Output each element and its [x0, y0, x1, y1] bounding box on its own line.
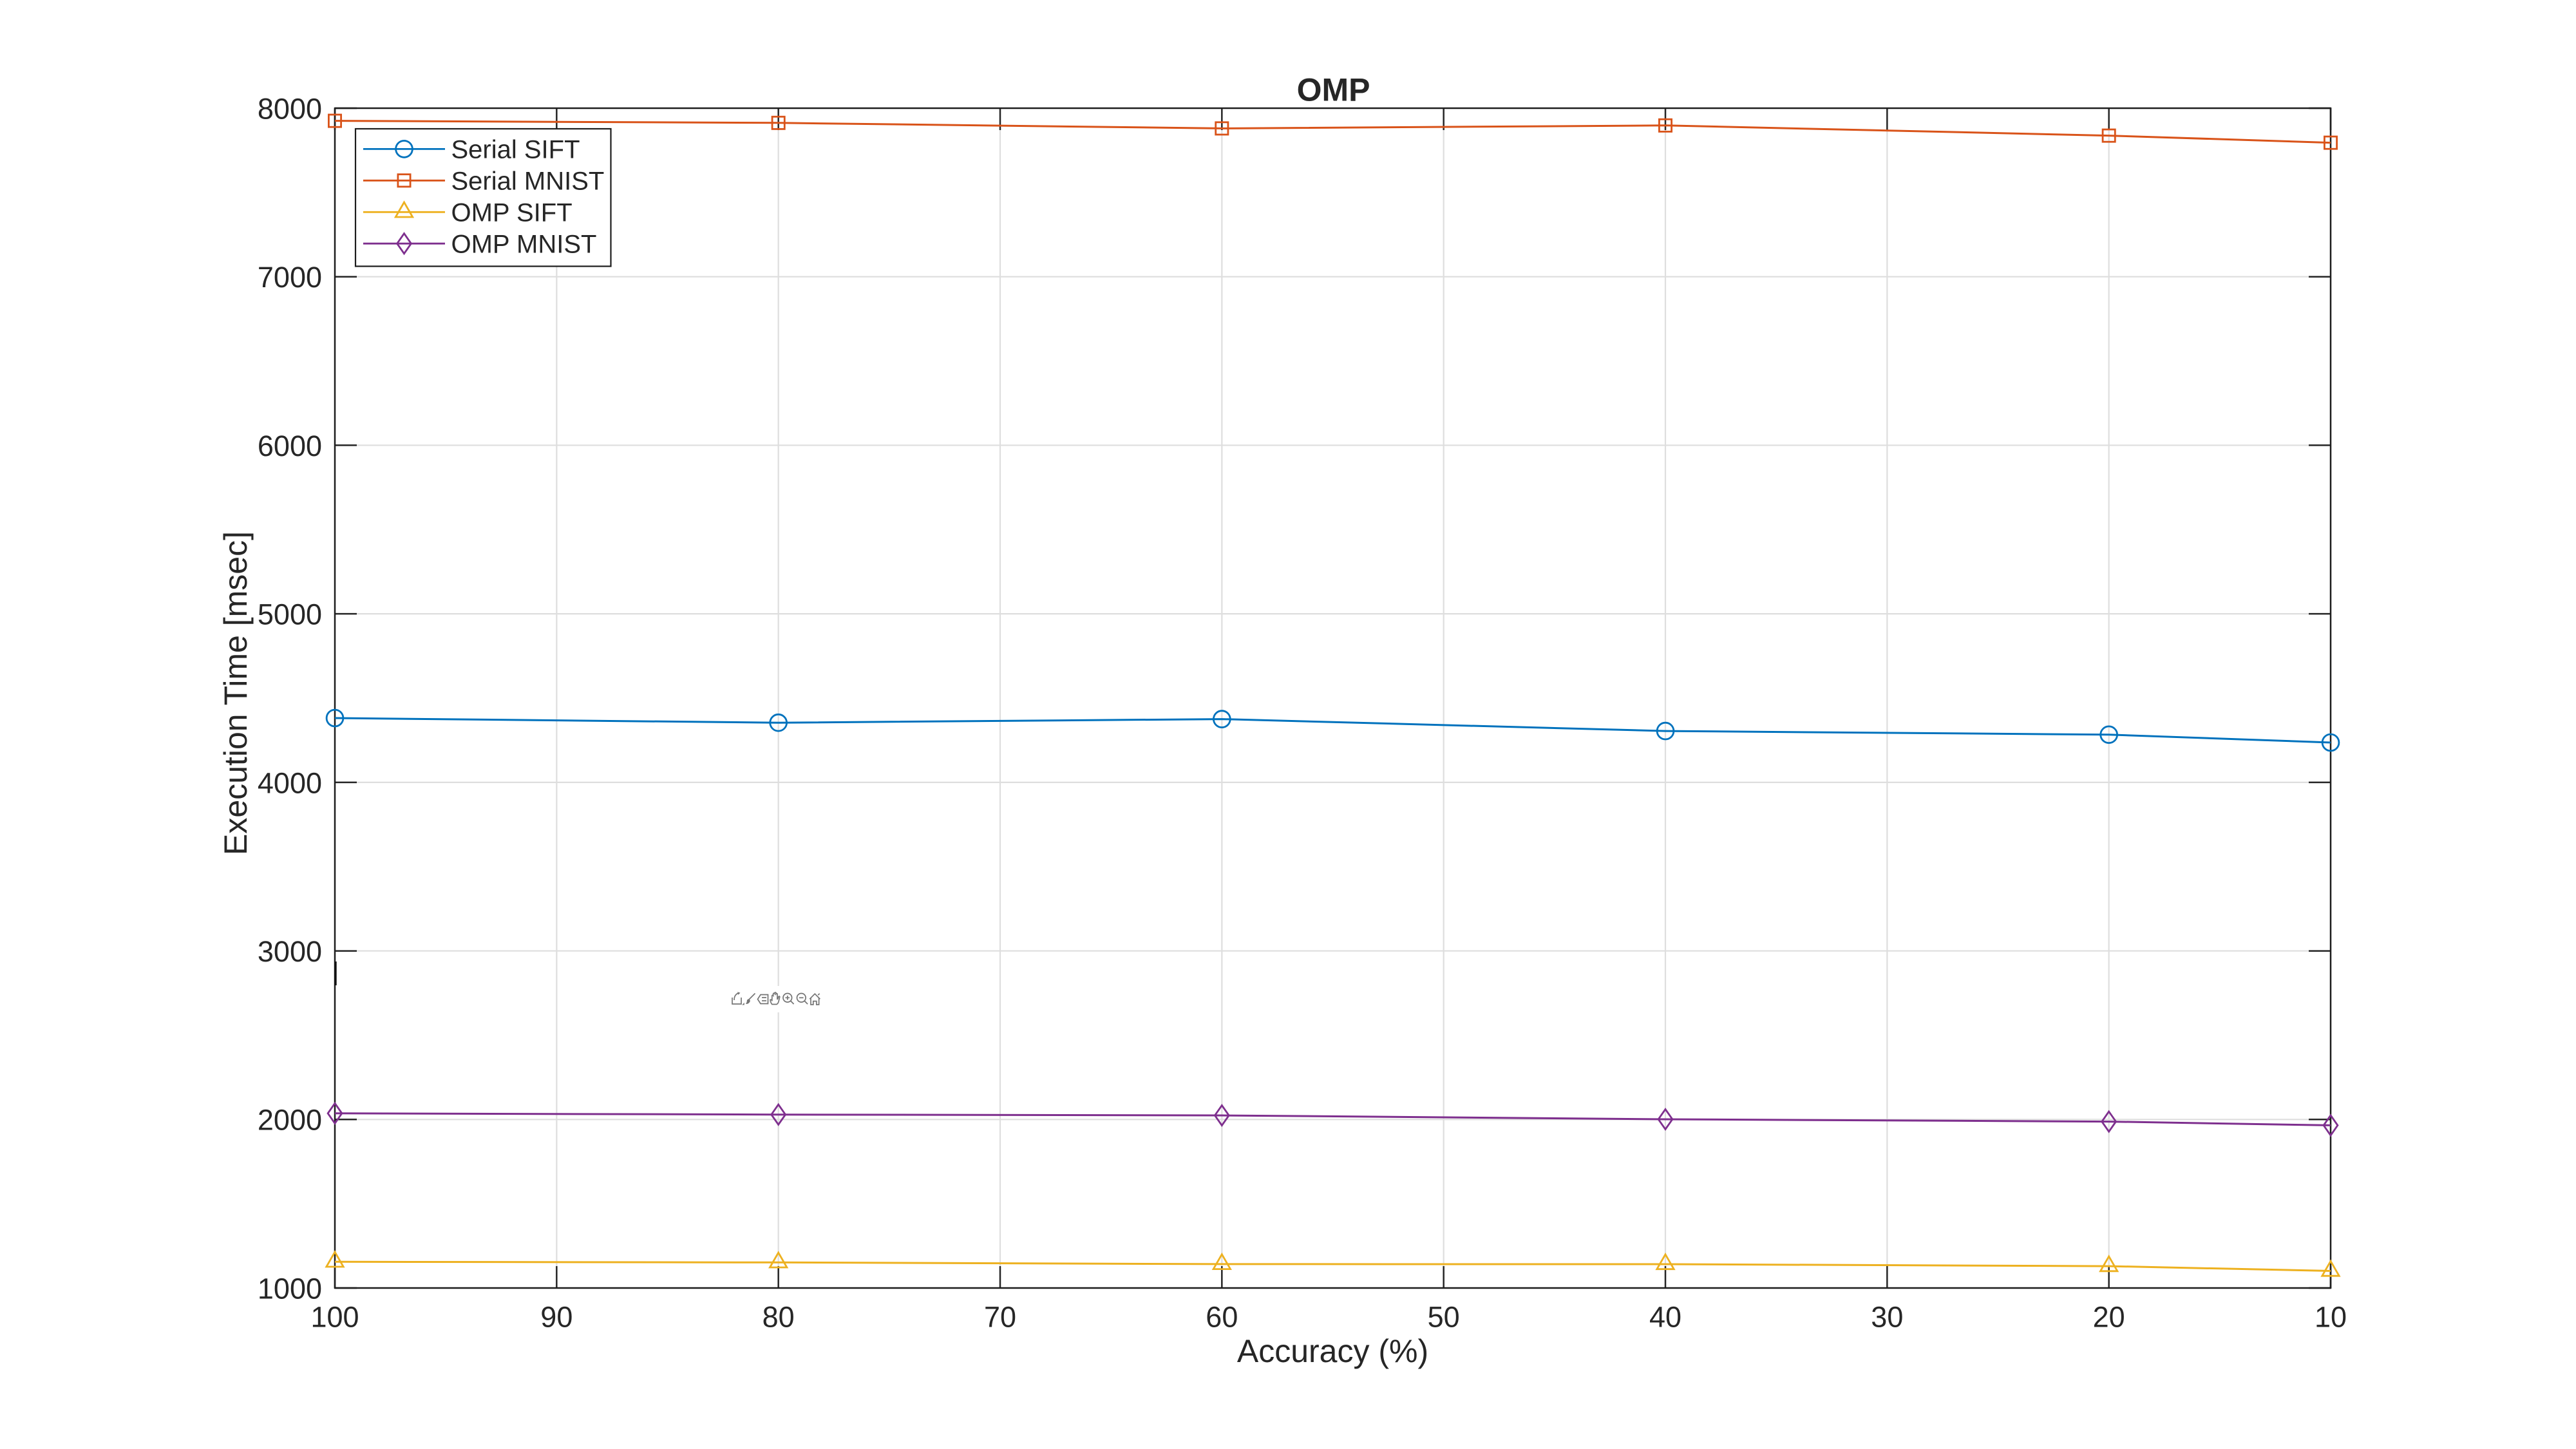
svg-text:3000: 3000 — [258, 935, 322, 968]
svg-text:10: 10 — [2315, 1301, 2347, 1334]
svg-text:80: 80 — [762, 1301, 795, 1334]
svg-text:2000: 2000 — [258, 1104, 322, 1137]
svg-text:60: 60 — [1206, 1301, 1238, 1334]
svg-text:OMP: OMP — [1297, 71, 1370, 108]
svg-text:OMP MNIST: OMP MNIST — [451, 231, 597, 259]
svg-text:90: 90 — [540, 1301, 573, 1334]
svg-text:Accuracy (%): Accuracy (%) — [1237, 1333, 1428, 1369]
svg-text:50: 50 — [1428, 1301, 1460, 1334]
svg-text:40: 40 — [1649, 1301, 1681, 1334]
svg-text:30: 30 — [1871, 1301, 1903, 1334]
svg-text:Serial SIFT: Serial SIFT — [451, 136, 580, 164]
svg-text:5000: 5000 — [258, 598, 322, 631]
svg-text:Execution Time [msec]: Execution Time [msec] — [218, 531, 254, 855]
svg-text:4000: 4000 — [258, 766, 322, 799]
svg-text:7000: 7000 — [258, 261, 322, 294]
svg-text:Serial MNIST: Serial MNIST — [451, 167, 605, 196]
svg-text:100: 100 — [310, 1301, 359, 1334]
svg-text:8000: 8000 — [258, 92, 322, 125]
svg-text:1000: 1000 — [258, 1272, 322, 1305]
svg-text:20: 20 — [2093, 1301, 2125, 1334]
svg-text:6000: 6000 — [258, 430, 322, 462]
svg-text:OMP SIFT: OMP SIFT — [451, 199, 573, 227]
svg-text:70: 70 — [984, 1301, 1016, 1334]
